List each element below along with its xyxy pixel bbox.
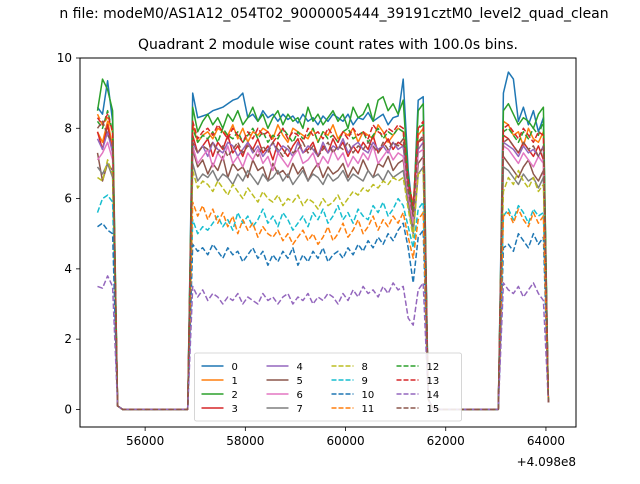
legend-label-15: 15 [427, 404, 440, 415]
legend-label-6: 6 [297, 390, 303, 401]
legend-label-2: 2 [232, 390, 238, 401]
y-axis: 0 2 4 6 8 10 [57, 51, 80, 416]
legend-label-11: 11 [362, 404, 375, 415]
x-tick-label: 62000 [427, 434, 465, 448]
legend-box [194, 352, 462, 422]
figure-suptitle: n file: modeM0/AS1A12_054T02_9000005444_… [59, 6, 608, 22]
x-axis: 56000 58000 60000 62000 64000 [126, 427, 565, 448]
series-line-15 [96, 120, 550, 411]
legend-label-7: 7 [297, 404, 303, 415]
x-tick-label: 64000 [527, 434, 565, 448]
y-tick-label: 2 [64, 332, 72, 346]
legend-label-3: 3 [232, 404, 238, 415]
legend-label-12: 12 [427, 362, 440, 373]
x-axis-offset-label: +4.098e8 [517, 455, 576, 469]
x-tick-label: 56000 [126, 434, 164, 448]
y-tick-label: 8 [64, 121, 72, 135]
axes-frame [79, 57, 577, 428]
x-tick-label: 60000 [326, 434, 364, 448]
legend-label-0: 0 [232, 362, 238, 373]
chart-title: Quadrant 2 module wise count rates with … [138, 37, 518, 53]
y-tick-label: 10 [57, 51, 72, 65]
y-tick-label: 0 [64, 402, 72, 416]
legend-label-14: 14 [427, 390, 440, 401]
legend-label-8: 8 [362, 362, 368, 373]
series-line-12 [96, 109, 550, 411]
legend-label-9: 9 [362, 376, 368, 387]
legend-label-5: 5 [297, 376, 303, 387]
y-tick-label: 4 [64, 262, 72, 276]
legend-label-1: 1 [232, 376, 238, 387]
x-tick-label: 58000 [226, 434, 264, 448]
legend-label-10: 10 [362, 390, 375, 401]
y-tick-label: 6 [64, 192, 72, 206]
legend-label-13: 13 [427, 376, 440, 387]
legend-label-4: 4 [297, 362, 303, 373]
